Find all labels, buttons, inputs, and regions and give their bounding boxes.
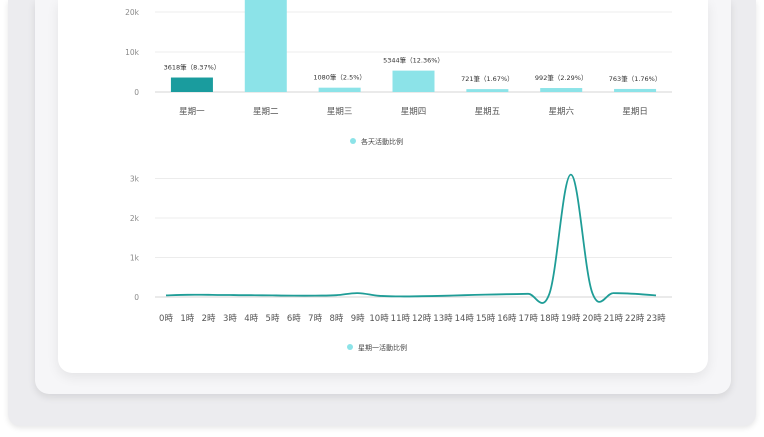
line-x-tick-label: 9時 [351,314,365,324]
line-y-tick-label: 2k [130,214,140,223]
bar-data-label: 5344筆（12.36%） [383,56,444,65]
line-y-tick-label: 3k [130,175,140,184]
line-x-tick-label: 18時 [540,314,560,324]
line-point [655,295,657,297]
line-x-tick-label: 10時 [369,314,389,324]
line-legend-dot [347,344,353,350]
line-y-tick-label: 1k [130,254,140,263]
line-series [165,173,657,304]
bar-data-label: 721筆（1.67%） [461,74,514,83]
bar-category-label: 星期五 [475,107,501,117]
line-point [229,294,231,296]
line-point [250,294,252,296]
bar-category-label: 星期日 [622,107,648,117]
line-x-tick-label: 23時 [646,314,666,324]
bar-data-label: 3618筆（8.37%） [164,63,221,72]
bar [540,88,583,92]
line-x-tick-label: 13時 [433,314,453,324]
bar-category-label: 星期一 [179,107,205,117]
line-point [421,295,423,297]
bar-category-label: 星期四 [401,107,427,117]
line-x-tick-label: 19時 [561,314,581,324]
bar [466,89,509,92]
line-point [314,295,316,297]
line-x-tick-label: 3時 [223,314,237,324]
line-x-tick-label: 4時 [244,314,258,324]
bar [318,87,361,92]
line-x-tick-label: 0時 [159,314,173,324]
line-point [357,292,359,294]
bar-y-tick-label: 20k [125,8,140,17]
bar-category-label: 星期三 [327,107,353,117]
bar [170,77,213,92]
line-point [634,293,636,295]
line-x-tick-label: 16時 [497,314,517,324]
bar-data-label: 1080筆（2.5%） [313,73,366,82]
line-point [613,292,615,294]
line-point [549,293,551,295]
line-point [442,295,444,297]
line-x-tick-label: 8時 [329,314,343,324]
line-x-tick-label: 22時 [625,314,645,324]
bar [244,0,287,92]
line-point [378,295,380,297]
line-x-tick-label: 6時 [287,314,301,324]
line-x-tick-label: 21時 [604,314,624,324]
bar-y-tick-label: 10k [125,48,140,57]
line-point [463,294,465,296]
bar-data-label: 763筆（1.76%） [609,74,662,83]
bar-category-label: 星期六 [548,106,574,117]
line-y-tick-label: 0 [134,293,139,302]
line-point [570,174,572,176]
line-point [208,294,210,296]
bar-category-label: 星期二 [253,107,279,117]
line-point [506,293,508,295]
line-x-tick-label: 17時 [519,314,539,324]
line-point [293,295,295,297]
line-x-tick-label: 5時 [266,314,280,324]
line-x-tick-label: 2時 [202,314,216,324]
bar-legend-dot [350,138,356,144]
line-point [272,295,274,297]
bar-chart: 0 10k 20k 星期一 3618筆（8.37%） 星期二 星期三 1080筆（2.5%） 星… [125,0,672,146]
line-point [400,296,402,298]
bar [392,70,435,92]
line-x-tick-label: 7時 [308,314,322,324]
line-point [187,294,189,296]
bar-y-tick-label: 0 [134,88,139,97]
line-x-tick-label: 11時 [391,314,411,324]
line-x-tick-label: 12時 [412,314,432,324]
bar [614,88,657,92]
bar-data-label: 992筆（2.29%） [535,73,588,82]
line-point [485,294,487,296]
line-x-tick-label: 15時 [476,314,496,324]
line-point [165,295,167,297]
line-point [591,291,593,293]
line-legend-label: 星期一活動比例 [358,343,407,352]
line-point [336,294,338,296]
line-point [527,293,529,295]
line-x-tick-label: 20時 [582,314,602,324]
bar-legend-label: 各天活動比例 [361,137,403,146]
chart-card [58,0,708,373]
line-x-tick-label: 14時 [455,314,475,324]
line-x-tick-label: 1時 [180,314,194,324]
